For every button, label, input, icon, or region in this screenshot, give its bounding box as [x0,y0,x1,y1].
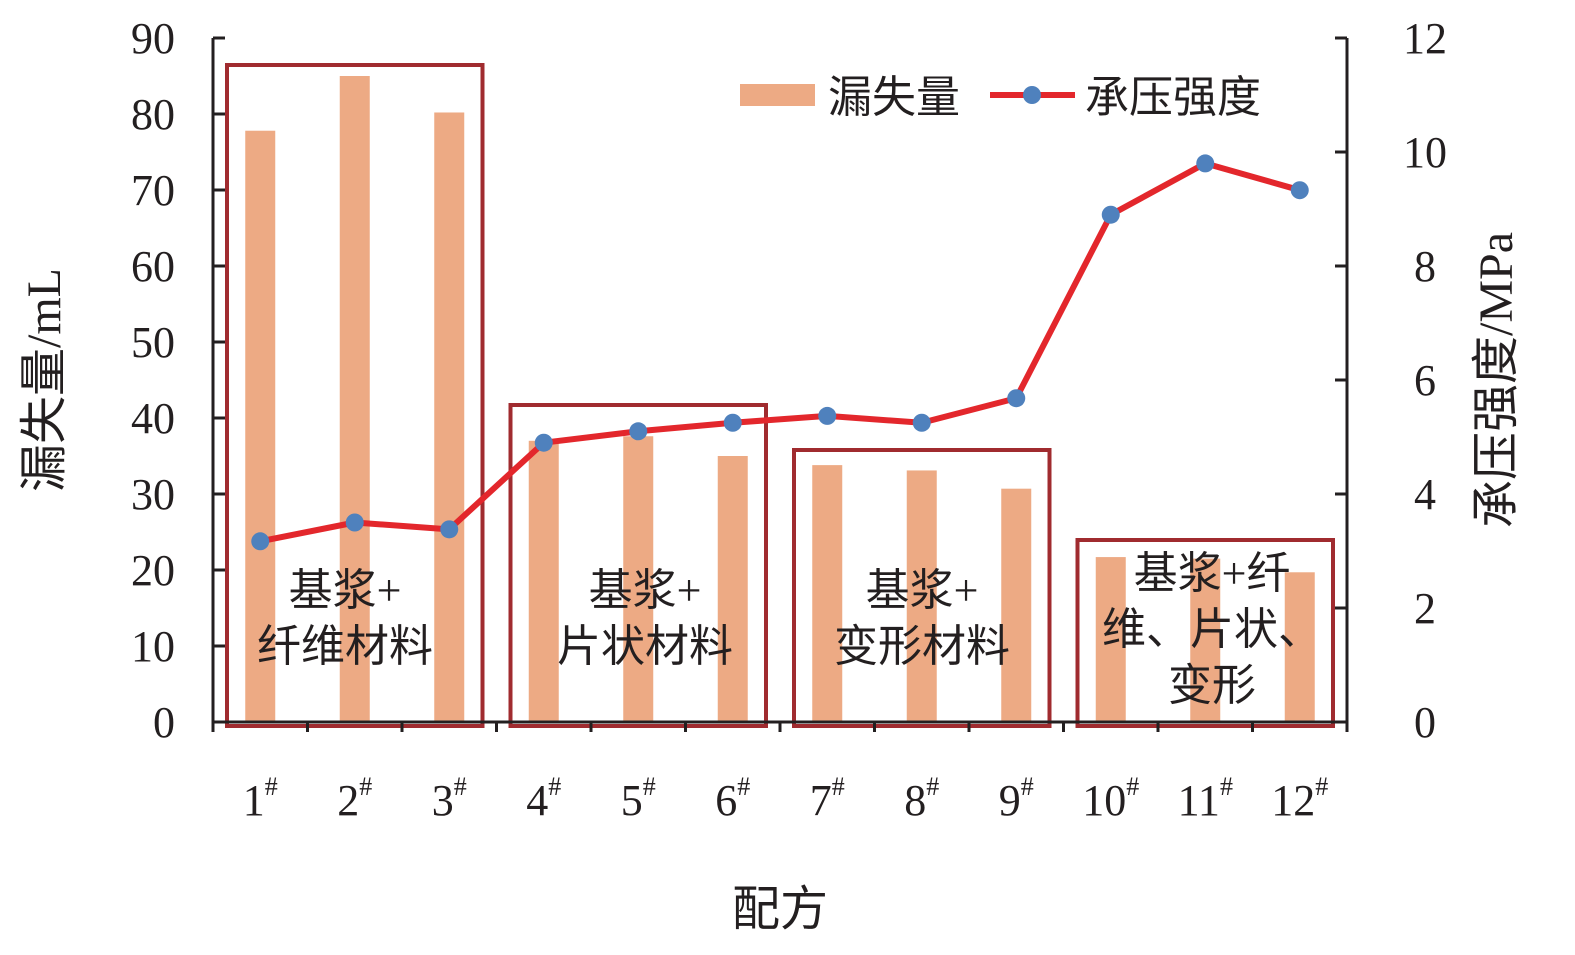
group-boxes [225,63,1335,728]
y-right-tick-label: 6 [1414,356,1436,405]
group-box [1075,538,1335,728]
bar [812,465,843,722]
data-point [723,413,742,432]
data-point [534,433,553,452]
y-left-tick-label: 50 [131,318,175,367]
x-tick-label: 3# [432,772,467,825]
group-label: 基浆+片状材料 [557,566,733,671]
data-point [1290,181,1309,200]
y-left-tick-label: 70 [131,166,175,215]
y-right-tick-label: 0 [1414,698,1436,747]
group-box [792,448,1052,728]
legend-label-bar: 漏失量 [828,73,960,122]
bar [717,456,748,722]
x-tick-label: 1# [243,772,278,825]
data-point [1007,389,1026,408]
y-left-tick-label: 10 [131,622,175,671]
y-axis-right-title: 承压强度/MPa [1470,232,1523,528]
y-right-tick-label: 2 [1414,584,1436,633]
y-axis-left-title: 漏失量/mL [18,268,71,492]
group-label: 基浆+变形材料 [834,566,1010,671]
bar [1095,557,1126,722]
data-point [440,520,459,539]
data-point [1101,205,1120,224]
y-left-tick-label: 90 [131,14,175,63]
data-point [818,406,837,425]
bar [1190,558,1221,722]
y-left-tick-label: 20 [131,546,175,595]
strength-line [259,160,1301,545]
y-right-tick-label: 12 [1403,14,1447,63]
y-left-tick-label: 30 [131,470,175,519]
legend: 漏失量 承压强度 [740,73,1261,122]
y-left-tick-label: 0 [153,698,175,747]
x-tick-label: 4# [526,772,561,825]
bar [623,436,654,722]
bar-series [245,76,1315,723]
group-label: 基浆+纤维材料 [257,566,433,671]
x-tick-label: 12# [1271,772,1328,825]
data-point [629,422,648,441]
x-tick-label: 9# [999,772,1034,825]
axes: 0 10 20 30 40 50 60 70 80 90 0 2 4 6 8 10 12 1# 2# 3# 4# 5# 6#… [131,14,1447,825]
bar [1001,488,1032,722]
x-tick-label: 2# [337,772,372,825]
legend-swatch-marker [1023,86,1041,104]
bar [434,112,465,723]
line-series [251,154,1309,551]
bar [245,130,276,723]
bar [528,440,559,722]
bar [339,76,370,722]
x-tick-label: 6# [715,772,750,825]
data-point [345,513,364,532]
data-point [251,532,270,551]
x-axis-title: 配方 [732,883,828,936]
data-point [912,413,931,432]
legend-swatch-bar [740,84,815,106]
group-box [225,63,485,728]
bar [1284,572,1315,722]
group-box [508,403,768,728]
x-tick-label: 7# [810,772,845,825]
y-left-tick-label: 80 [131,90,175,139]
bar [906,470,937,722]
y-right-tick-label: 4 [1414,470,1436,519]
y-left-tick-label: 60 [131,242,175,291]
x-tick-label: 11# [1178,772,1233,825]
y-left-tick-label: 40 [131,394,175,443]
legend-label-line: 承压强度 [1085,73,1261,122]
group-label: 基浆+纤维、片状、变形 [1102,549,1322,710]
y-right-tick-label: 8 [1414,242,1436,291]
x-tick-label: 5# [621,772,656,825]
y-right-tick-label: 10 [1403,128,1447,177]
x-tick-label: 8# [904,772,939,825]
x-tick-label: 10# [1082,772,1139,825]
data-point [1196,154,1215,173]
